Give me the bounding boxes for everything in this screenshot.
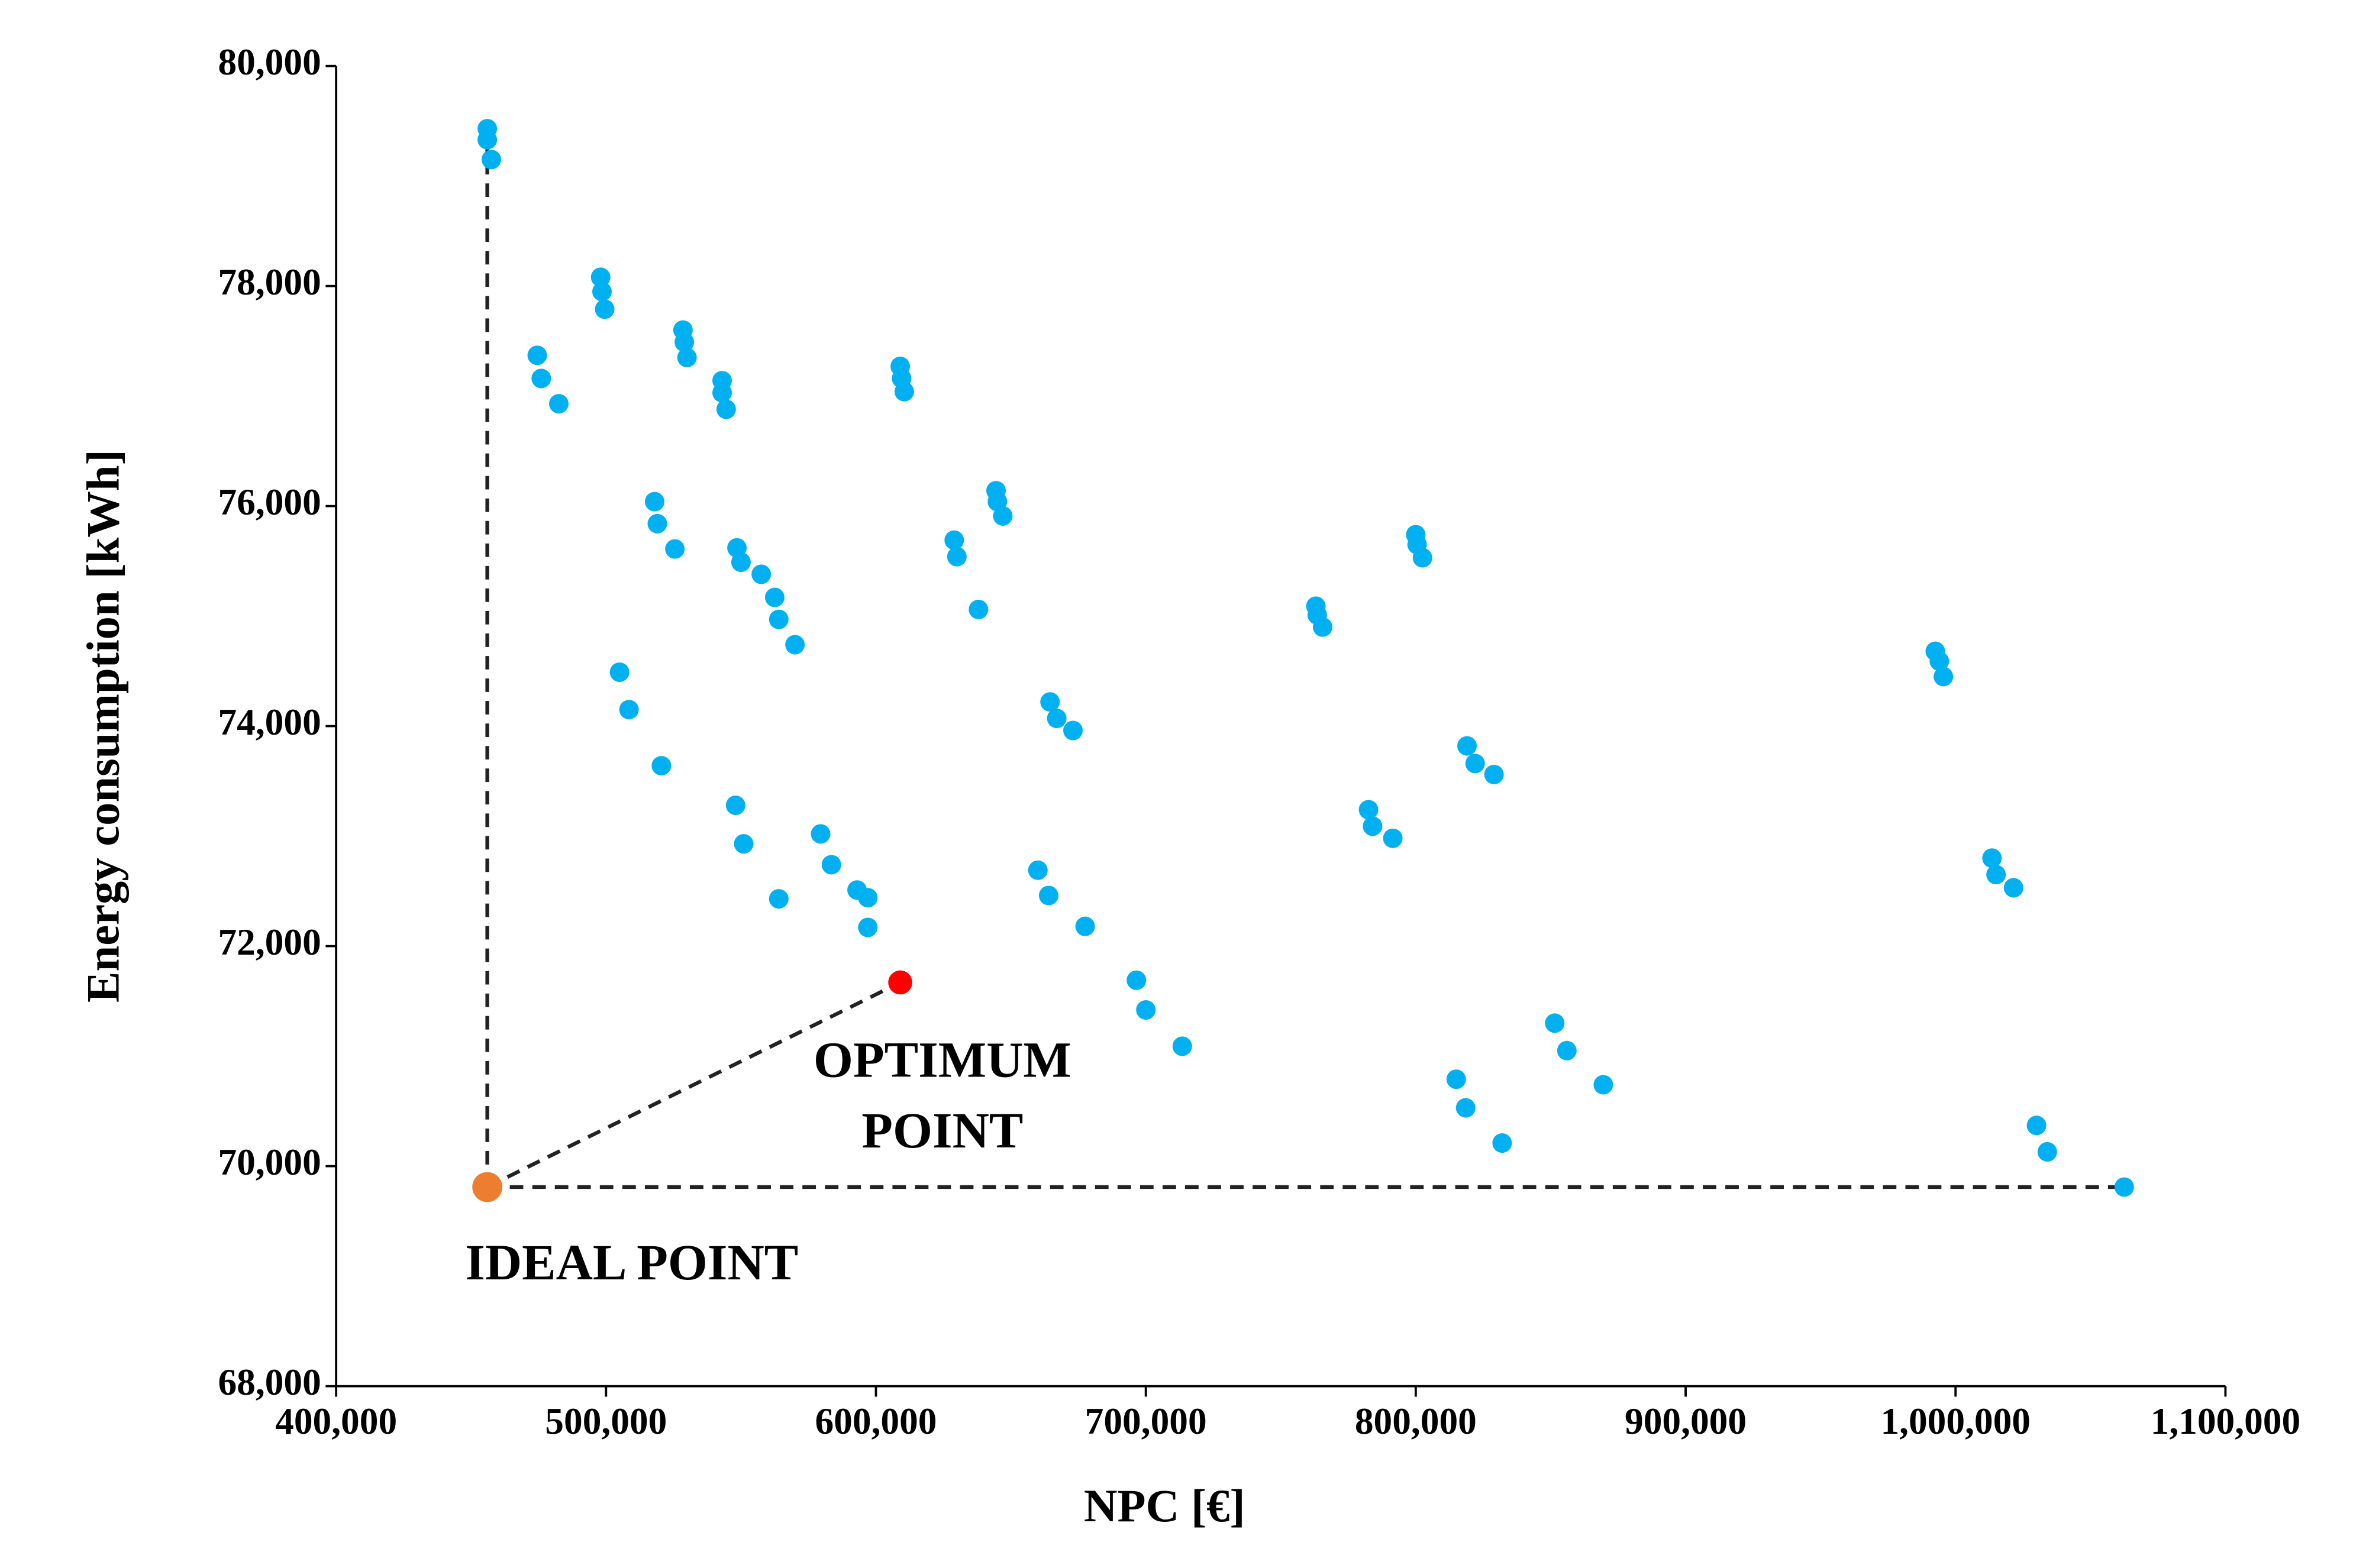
data-point bbox=[1383, 828, 1403, 848]
data-point bbox=[1363, 816, 1383, 836]
x-tick-label: 1,000,000 bbox=[1880, 1401, 2031, 1442]
guide-line bbox=[486, 981, 901, 1189]
data-point bbox=[592, 282, 612, 302]
data-point bbox=[644, 492, 664, 512]
y-tick-label: 74,000 bbox=[218, 701, 321, 743]
x-tick-label: 600,000 bbox=[815, 1401, 937, 1442]
data-point bbox=[674, 332, 695, 352]
data-point bbox=[1075, 916, 1095, 936]
data-point bbox=[595, 299, 615, 319]
data-point bbox=[1934, 667, 1954, 687]
data-point bbox=[2003, 878, 2023, 898]
y-tick-label: 68,000 bbox=[218, 1362, 321, 1403]
y-axis-label: Energy consumption [kWh] bbox=[78, 450, 130, 1003]
data-point bbox=[764, 587, 785, 607]
data-point bbox=[2037, 1142, 2057, 1162]
data-point bbox=[993, 506, 1013, 526]
data-point bbox=[1484, 764, 1504, 784]
data-point bbox=[944, 530, 964, 550]
data-point bbox=[734, 834, 754, 854]
annotation: OPTIMUM bbox=[814, 1032, 1071, 1088]
data-point bbox=[858, 888, 878, 908]
data-point bbox=[785, 635, 805, 655]
x-tick-label: 700,000 bbox=[1085, 1401, 1207, 1442]
y-tick-label: 76,000 bbox=[218, 481, 321, 523]
y-tick-label: 70,000 bbox=[218, 1142, 321, 1183]
data-point bbox=[2114, 1177, 2134, 1197]
data-point bbox=[1929, 651, 1949, 671]
data-point bbox=[1040, 692, 1060, 712]
data-point bbox=[1457, 736, 1477, 756]
data-point bbox=[1312, 617, 1332, 637]
data-point bbox=[651, 756, 672, 776]
data-point bbox=[1063, 720, 1083, 741]
y-tick-label: 72,000 bbox=[218, 922, 321, 963]
data-point bbox=[1358, 800, 1379, 820]
data-point bbox=[549, 394, 569, 414]
y-tick-label: 78,000 bbox=[218, 261, 321, 303]
x-tick-label: 1,100,000 bbox=[2151, 1401, 2301, 1442]
data-point bbox=[609, 662, 630, 682]
data-point bbox=[1593, 1075, 1613, 1095]
data-point bbox=[821, 855, 841, 875]
data-point bbox=[751, 564, 772, 584]
data-point bbox=[858, 917, 878, 937]
data-point bbox=[1986, 865, 2006, 885]
data-point bbox=[531, 368, 551, 389]
data-point bbox=[1136, 1000, 1156, 1020]
data-point bbox=[1127, 970, 1147, 990]
data-point bbox=[1492, 1133, 1512, 1153]
data-point bbox=[665, 539, 685, 559]
data-point bbox=[590, 267, 611, 287]
data-point bbox=[1446, 1069, 1466, 1089]
data-point bbox=[527, 345, 547, 366]
data-point bbox=[1172, 1036, 1192, 1056]
x-tick-label: 800,000 bbox=[1355, 1401, 1477, 1442]
data-point bbox=[1028, 860, 1048, 880]
data-point bbox=[1047, 709, 1067, 729]
data-point bbox=[1465, 754, 1485, 774]
x-axis-label: NPC [€] bbox=[1084, 1480, 1245, 1532]
data-point bbox=[769, 609, 789, 629]
x-tick-label: 400,000 bbox=[275, 1401, 397, 1442]
data-point bbox=[894, 382, 914, 402]
data-point bbox=[969, 599, 989, 619]
data-point bbox=[1545, 1013, 1565, 1033]
data-point bbox=[619, 700, 639, 720]
data-point bbox=[712, 383, 732, 403]
data-point bbox=[677, 348, 697, 367]
data-point bbox=[716, 399, 736, 419]
data-point bbox=[481, 150, 501, 170]
data-point bbox=[725, 796, 745, 816]
annotation: IDEAL POINT bbox=[465, 1234, 798, 1291]
data-point bbox=[1038, 885, 1058, 906]
data-point bbox=[1455, 1098, 1476, 1118]
data-point bbox=[1412, 548, 1432, 568]
data-point bbox=[811, 824, 831, 844]
x-tick-label: 900,000 bbox=[1625, 1401, 1747, 1442]
data-point bbox=[1982, 848, 2002, 868]
data-point bbox=[769, 889, 789, 909]
data-point bbox=[1557, 1040, 1577, 1061]
y-tick-label: 80,000 bbox=[218, 41, 321, 83]
annotation: POINT bbox=[861, 1102, 1023, 1159]
data-point bbox=[647, 513, 667, 534]
x-tick-label: 500,000 bbox=[545, 1401, 667, 1442]
data-point bbox=[472, 1172, 502, 1202]
data-point bbox=[888, 970, 912, 995]
data-point bbox=[731, 552, 751, 572]
data-point bbox=[477, 130, 498, 150]
data-point bbox=[2026, 1116, 2047, 1136]
data-point bbox=[947, 547, 967, 567]
